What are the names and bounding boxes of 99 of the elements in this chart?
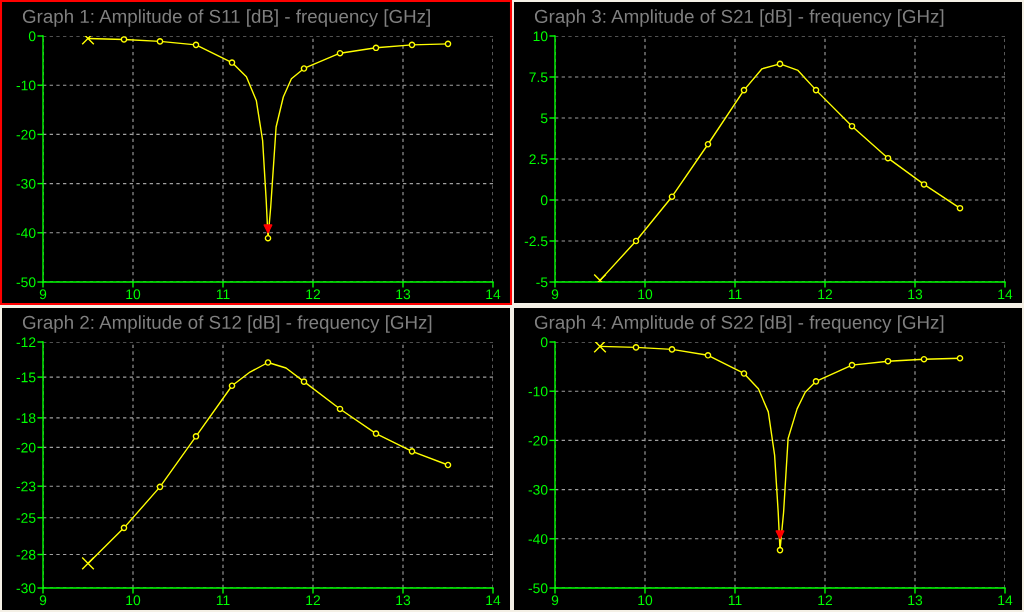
point (632, 237, 640, 245)
y-tick-label: 10 (533, 31, 548, 42)
chart-title: Graph 2: Amplitude of S12 [dB] - frequency [GHz] (22, 315, 432, 333)
x-tick-label: 11 (728, 595, 742, 606)
point (408, 448, 416, 455)
y-tick-label: -50 (16, 277, 36, 288)
x-tick-label: 11 (728, 289, 742, 300)
chart-title: Graph 3: Amplitude of S21 [dB] - frequency [GHz] (534, 9, 944, 27)
y-tick-label: -30 (528, 484, 548, 495)
point (228, 382, 236, 390)
x-tick-label: 10 (638, 595, 653, 606)
chart-title: Graph 1: Amplitude of S11 [dB] - frequency [GHz] (22, 9, 430, 27)
point (192, 433, 200, 440)
point (920, 355, 928, 363)
x-tick-label: 9 (39, 595, 47, 606)
point (264, 359, 272, 366)
point (372, 44, 380, 52)
point (884, 357, 892, 365)
x-tick-label: 10 (126, 595, 141, 606)
x-tick-label: 14 (486, 289, 501, 300)
point (444, 40, 452, 48)
point (120, 36, 128, 43)
point (372, 430, 380, 437)
point (776, 546, 784, 554)
y-tick-label: 7.5 (529, 72, 548, 83)
x-tick-label: 14 (998, 595, 1013, 606)
y-tick-label: -23 (16, 481, 36, 492)
point (668, 193, 676, 201)
x-tick-label: 13 (396, 289, 411, 300)
x-tick-label: 9 (551, 595, 559, 606)
y-tick-label: -50 (528, 583, 548, 594)
point (300, 65, 308, 72)
point (81, 556, 95, 570)
point (848, 361, 856, 369)
point (884, 154, 892, 162)
x-tick-label: 12 (818, 595, 833, 606)
x-tick-label: 12 (818, 289, 833, 300)
point (228, 59, 236, 66)
x-tick-label: 11 (216, 289, 230, 300)
x-tick-label: 10 (126, 289, 141, 300)
y-tick-label: 5 (540, 113, 548, 124)
point (704, 140, 712, 148)
x-tick-label: 13 (908, 289, 923, 300)
point (920, 181, 928, 188)
point (956, 204, 964, 212)
x-tick-label: 9 (551, 289, 559, 300)
y-tick-label: -5 (536, 277, 548, 288)
x-tick-label: 10 (638, 289, 653, 300)
point (336, 405, 344, 413)
point (264, 234, 272, 242)
y-tick-label: -20 (16, 129, 36, 140)
x-tick-label: 11 (216, 595, 230, 606)
point (593, 342, 607, 353)
y-tick-label: -15 (16, 372, 36, 383)
point (336, 49, 344, 57)
chart-title: Graph 4: Amplitude of S22 [dB] - frequency [GHz] (534, 315, 944, 333)
point (156, 483, 164, 491)
y-tick-label: -30 (16, 583, 36, 594)
y-tick-label: -10 (16, 80, 36, 91)
y-tick-label: -30 (16, 178, 36, 189)
x-tick-label: 14 (998, 289, 1013, 300)
point (192, 41, 200, 49)
point (444, 461, 452, 469)
point (812, 86, 820, 94)
y-tick-label: 0 (28, 31, 36, 42)
point (740, 370, 748, 377)
y-tick-label: 2.5 (529, 154, 548, 165)
point (668, 346, 676, 353)
y-tick-label: -25 (16, 513, 36, 523)
y-tick-label: -12 (16, 337, 36, 348)
y-tick-label: 0 (540, 337, 548, 348)
y-tick-label: -20 (16, 442, 36, 453)
point (300, 378, 308, 385)
x-tick-label: 14 (486, 595, 501, 606)
x-tick-label: 12 (306, 595, 321, 606)
point (776, 60, 784, 68)
x-tick-label: 13 (908, 595, 923, 606)
point (956, 354, 964, 362)
y-tick-label: -20 (528, 435, 548, 446)
point (848, 122, 856, 130)
point (120, 524, 128, 532)
point (263, 224, 273, 234)
y-tick-label: -10 (528, 386, 548, 397)
y-tick-label: -28 (16, 549, 36, 560)
x-tick-label: 12 (306, 289, 321, 300)
point (775, 530, 785, 540)
x-tick-label: 9 (39, 289, 47, 300)
point (812, 378, 820, 385)
point (740, 86, 748, 94)
y-tick-label: -18 (16, 413, 36, 424)
point (156, 38, 164, 45)
y-tick-label: 0 (540, 195, 548, 206)
y-tick-label: -2.5 (524, 236, 548, 247)
point (408, 41, 416, 49)
x-tick-label: 13 (396, 595, 411, 606)
point (704, 351, 712, 359)
y-tick-label: -40 (528, 534, 548, 544)
point (632, 344, 640, 351)
y-tick-label: -40 (16, 228, 36, 238)
